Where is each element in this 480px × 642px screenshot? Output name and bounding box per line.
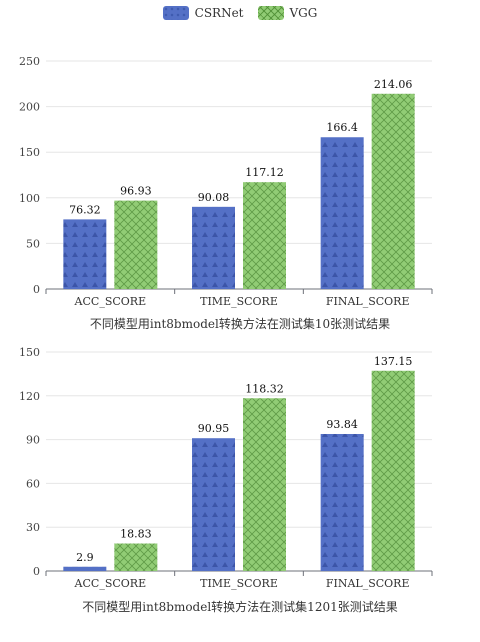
- y-tick-label: 90: [26, 434, 40, 447]
- data-label: 76.32: [69, 203, 101, 216]
- bar-vgg-final_score[interactable]: [371, 370, 415, 571]
- x-category-label: FINAL_SCORE: [326, 295, 410, 308]
- x-category-label: ACC_SCORE: [74, 295, 147, 308]
- y-tick-label: 150: [19, 146, 40, 159]
- bar-chart-10-images: 0 50 100 150 200 250 ACC_SCORE 76.32 96.93 TIME_S…: [19, 55, 433, 331]
- legend: CSRNet VGG: [0, 4, 480, 22]
- x-category-label: TIME_SCORE: [200, 577, 278, 590]
- x-category-label: ACC_SCORE: [74, 577, 147, 590]
- chart-title: 不同模型用int8bmodel转换方法在测试集10张测试结果: [90, 316, 390, 331]
- x-category-label: TIME_SCORE: [200, 295, 278, 308]
- bar-csrnet-acc_score[interactable]: [63, 219, 107, 289]
- data-label: 214.06: [374, 78, 413, 91]
- bar-vgg-time_score[interactable]: [243, 182, 286, 289]
- bar-csrnet-acc_score[interactable]: [63, 566, 107, 571]
- y-tick-label: 60: [26, 477, 40, 490]
- y-tick-label: 30: [26, 521, 40, 534]
- legend-label-csrnet: CSRNet: [194, 6, 244, 20]
- x-category-label: FINAL_SCORE: [326, 577, 410, 590]
- legend-swatch-csrnet: [162, 6, 189, 20]
- data-label: 90.08: [198, 191, 230, 204]
- y-tick-label: 50: [26, 237, 40, 250]
- y-tick-label: 200: [19, 101, 40, 114]
- data-label: 117.12: [245, 166, 284, 179]
- bar-vgg-final_score[interactable]: [371, 93, 415, 289]
- bar-csrnet-final_score[interactable]: [320, 433, 364, 571]
- chart-title: 不同模型用int8bmodel转换方法在测试集1201张测试结果: [82, 599, 397, 614]
- bar-vgg-acc_score[interactable]: [114, 543, 158, 571]
- y-tick-label: 150: [19, 346, 40, 359]
- data-label: 90.95: [198, 422, 230, 435]
- bar-vgg-time_score[interactable]: [243, 398, 286, 571]
- bar-vgg-acc_score[interactable]: [114, 200, 158, 289]
- legend-label-vgg: VGG: [289, 6, 318, 20]
- data-label: 118.32: [245, 382, 284, 395]
- bar-chart-1201-images: 0 30 60 90 120 150 ACC_SCORE 2.9 18.83 TIME_SCORE…: [19, 346, 433, 614]
- data-label: 96.93: [120, 185, 152, 198]
- legend-item-vgg[interactable]: VGG: [257, 6, 318, 20]
- bar-csrnet-time_score[interactable]: [192, 438, 235, 571]
- y-tick-label: 0: [33, 565, 40, 578]
- y-tick-label: 120: [19, 390, 40, 403]
- bar-csrnet-time_score[interactable]: [192, 206, 235, 289]
- data-label: 2.9: [76, 551, 94, 564]
- legend-swatch-vgg: [257, 6, 284, 20]
- bar-csrnet-final_score[interactable]: [320, 137, 364, 289]
- data-label: 166.4: [326, 121, 358, 134]
- y-tick-label: 250: [19, 55, 40, 68]
- legend-item-csrnet[interactable]: CSRNet: [162, 6, 244, 20]
- data-label: 137.15: [374, 355, 413, 368]
- y-tick-label: 100: [19, 192, 40, 205]
- data-label: 18.83: [120, 528, 152, 541]
- data-label: 93.84: [326, 418, 358, 431]
- y-tick-label: 0: [33, 283, 40, 296]
